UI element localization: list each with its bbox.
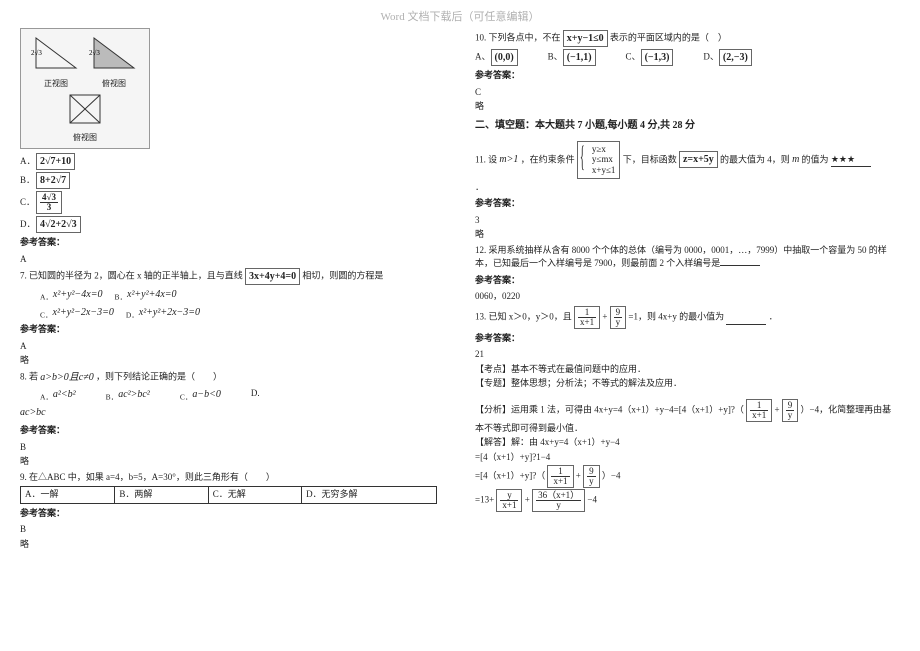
doc-header: Word 文档下载后（可任意编辑） xyxy=(0,0,920,28)
tri2-side: 2√3 xyxy=(89,49,100,57)
ans11: 3 xyxy=(475,214,900,228)
q7-opts-row2: C．x²+y²−2x−3=0 D．x²+y²+2x−3=0 xyxy=(40,305,445,321)
q8: 8. 若 a>b>0且c≠0 ，则下列结论正确的是（ ） xyxy=(20,370,445,385)
q7-eq: 3x+4y+4=0 xyxy=(245,268,300,285)
jd-l2: =[4（x+1）+y]?1−4 xyxy=(475,451,900,465)
ans7-head: 参考答案： xyxy=(20,323,445,337)
ans8: B xyxy=(20,441,445,455)
ans8-note: 略 xyxy=(20,455,445,469)
tri1-side: 2√3 xyxy=(31,49,42,57)
q8-opts: A．a²<b² B．ac²>bc² C．a−b<0 D. xyxy=(40,387,445,403)
ans13-head: 参考答案： xyxy=(475,332,900,346)
triangle-side-icon: 2√3 xyxy=(89,33,139,73)
ans10: C xyxy=(475,86,900,100)
ans6-head: 参考答案： xyxy=(20,236,445,250)
q13: 13. 已知 x＞0，y＞0，且 1x+1 + 9y =1，则 4x+y 的最小… xyxy=(475,306,900,329)
right-column: 10. 下列各点中，不在 x+y−1≤0 表示的平面区域内的是（ ） A、(0,… xyxy=(475,28,900,552)
ans11-head: 参考答案： xyxy=(475,197,900,211)
ans9-note: 略 xyxy=(20,538,445,552)
q10-ineq: x+y−1≤0 xyxy=(563,30,608,47)
q7-tail: 相切，则圆的方程是 xyxy=(302,271,383,281)
ans7: A xyxy=(20,340,445,354)
q12: 12. 采用系统抽样从含有 8000 个个体的总体（编号为 0000，0001，… xyxy=(475,244,900,271)
q9-options-table: A．一解 B．两解 C．无解 D．无穷多解 xyxy=(20,486,437,504)
q10: 10. 下列各点中，不在 x+y−1≤0 表示的平面区域内的是（ ） xyxy=(475,30,900,47)
q10-tail: 表示的平面区域内的是（ ） xyxy=(610,33,727,43)
q9-text: 9. 在△ABC 中，如果 a=4，b=5，A=30°，则此三角形有（ ） xyxy=(20,471,445,485)
tri1-label: 正视图 xyxy=(31,78,81,90)
q6-opt-d: D．4√2+2√3 xyxy=(20,216,445,233)
q11: 11. 设 m>1 ，在约束条件 y≥x y≤mx x+y≤1 下，目标函数 z… xyxy=(475,141,900,179)
q11-system: y≥x y≤mx x+y≤1 xyxy=(577,141,621,179)
jd-l4: =13+ yx+1 + 36（x+1）y −4 xyxy=(475,489,900,512)
q11-dot: ． xyxy=(475,181,900,195)
q7: 7. 已知圆的半径为 2，圆心在 x 轴的正半轴上，且与直线 3x+4y+4=0… xyxy=(20,268,445,285)
q9-opt-a: A．一解 xyxy=(21,487,115,504)
ans7-note: 略 xyxy=(20,354,445,368)
q7-opts-row1: A．x²+y²−4x=0 B．x²+y²+4x=0 xyxy=(40,287,445,303)
q8-tail: ，则下列结论正确的是（ ） xyxy=(96,371,222,381)
ans8-head: 参考答案： xyxy=(20,424,445,438)
geometry-diagram: 2√3 正视图 2√3 俯视图 俯视图 xyxy=(20,28,150,149)
jieda-head: 【解答】解：由 4x+y=4（x+1）+y−4 xyxy=(475,436,900,450)
ans11-note: 略 xyxy=(475,228,900,242)
sq-label: 俯视图 xyxy=(25,132,145,144)
q10-opts: A、(0,0) B、(−1,1) C、(−1,3) D、(2,−3) xyxy=(475,49,900,66)
q11-blank: ★★★ xyxy=(831,153,871,168)
q12-blank xyxy=(720,265,760,266)
q8-cond: a>b>0且c≠0 xyxy=(40,370,93,385)
ans9-head: 参考答案： xyxy=(20,507,445,521)
ans12-head: 参考答案： xyxy=(475,274,900,288)
q9-opt-d: D．无穷多解 xyxy=(302,487,436,504)
jd-l3: =[4（x+1）+y]?（ 1x+1 + 9y ）−4 xyxy=(475,465,900,488)
q9-opt-b: B．两解 xyxy=(115,487,208,504)
ans10-note: 略 xyxy=(475,100,900,114)
fenxi: 【分析】运用乘 1 法，可得由 4x+y=4（x+1）+y−4=[4（x+1）+… xyxy=(475,399,900,436)
section2-head: 二、填空题：本大题共 7 小题,每小题 4 分,共 28 分 xyxy=(475,118,900,133)
q6-opt-a: A．2√7+10 xyxy=(20,153,445,170)
zhuanti: 【专题】整体思想；分析法；不等式的解法及应用． xyxy=(475,377,900,391)
tri2-label: 俯视图 xyxy=(89,78,139,90)
ans10-head: 参考答案： xyxy=(475,69,900,83)
kaodian: 【考点】基本不等式在最值问题中的应用． xyxy=(475,363,900,377)
ans13: 21 xyxy=(475,348,900,362)
q6-opt-c: C．4√33 xyxy=(20,191,445,214)
q13-blank xyxy=(726,310,766,325)
triangle-front-icon: 2√3 xyxy=(31,33,81,73)
ans12: 0060，0220 xyxy=(475,290,900,304)
ans9: B xyxy=(20,523,445,537)
q9-opt-c: C．无解 xyxy=(208,487,301,504)
q10-text: 10. 下列各点中，不在 xyxy=(475,33,561,43)
square-top-icon xyxy=(65,92,105,128)
left-column: 2√3 正视图 2√3 俯视图 俯视图 xyxy=(20,28,445,552)
page-columns: 2√3 正视图 2√3 俯视图 俯视图 xyxy=(0,28,920,552)
q7-text: 7. 已知圆的半径为 2，圆心在 x 轴的正半轴上，且与直线 xyxy=(20,271,243,281)
q6-opt-b: B．8+2√7 xyxy=(20,172,445,189)
q8-opt-d: ac>bc xyxy=(20,405,46,420)
q8-text: 8. 若 xyxy=(20,371,38,381)
ans6: A xyxy=(20,253,445,267)
